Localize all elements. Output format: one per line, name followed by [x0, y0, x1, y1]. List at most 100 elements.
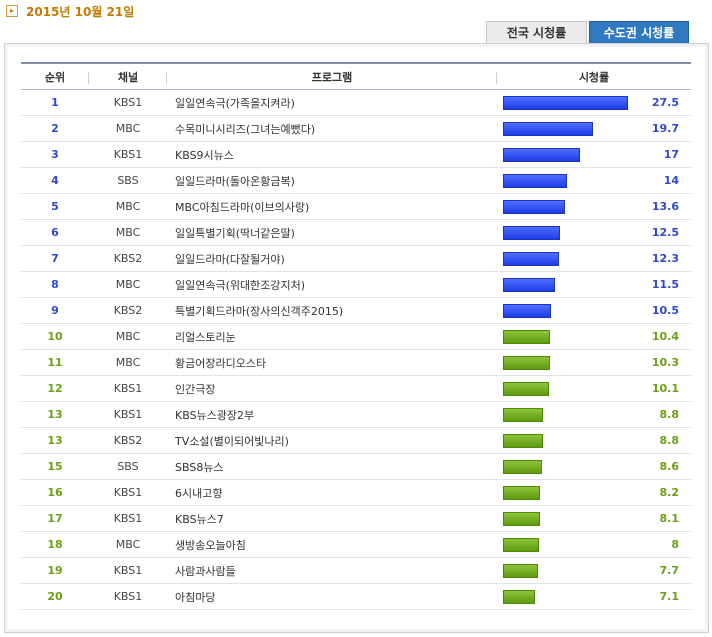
rank-cell: 9 — [51, 304, 59, 317]
table-row: 12 KBS1 인간극장 10.1 — [21, 376, 691, 402]
rank-cell: 16 — [47, 486, 63, 499]
rating-bar — [503, 408, 543, 422]
rating-value: 7.7 — [659, 564, 680, 577]
rating-bar — [503, 512, 540, 526]
rating-cell: 11.5 — [497, 272, 691, 297]
rating-cell: 8.8 — [497, 402, 691, 427]
program-cell: 일일드라마(다잘될거야) — [175, 252, 285, 266]
program-cell: 수목미니시리즈(그녀는예뻤다) — [175, 122, 316, 136]
table-row: 13 KBS2 TV소설(별이되어빛나리) 8.8 — [21, 428, 691, 454]
rating-cell: 17 — [497, 142, 691, 167]
rating-cell: 27.5 — [497, 90, 691, 115]
table-row: 15 SBS SBS8뉴스 8.6 — [21, 454, 691, 480]
rating-value: 11.5 — [651, 278, 679, 291]
rank-cell: 13 — [47, 408, 63, 421]
rating-cell: 19.7 — [497, 116, 691, 141]
rating-bar — [503, 382, 549, 396]
rank-cell: 13 — [47, 434, 63, 447]
rating-bar — [503, 200, 565, 214]
rating-value: 12.3 — [651, 252, 679, 265]
rating-value: 12.5 — [651, 226, 679, 239]
program-cell: SBS8뉴스 — [175, 460, 224, 474]
table-row: 7 KBS2 일일드라마(다잘될거야) 12.3 — [21, 246, 691, 272]
rating-bar — [503, 590, 535, 604]
channel-cell: KBS2 — [113, 304, 143, 317]
channel-cell: KBS2 — [113, 434, 143, 447]
rating-cell: 13.6 — [497, 194, 691, 219]
rating-bar — [503, 174, 567, 188]
table-row: 8 MBC 일일연속극(위대한조강지처) 11.5 — [21, 272, 691, 298]
header-channel: 채널 — [89, 64, 167, 89]
program-cell: 아침마당 — [175, 590, 216, 604]
channel-cell: KBS1 — [113, 96, 143, 109]
header-rating: 시청률 — [578, 70, 610, 84]
channel-cell: MBC — [115, 200, 141, 213]
rank-cell: 3 — [51, 148, 59, 161]
channel-cell: SBS — [117, 460, 139, 473]
rank-cell: 1 — [51, 96, 59, 109]
table-row: 2 MBC 수목미니시리즈(그녀는예뻤다) 19.7 — [21, 116, 691, 142]
program-cell: MBC아침드라마(이브의사랑) — [175, 200, 310, 214]
table-row: 5 MBC MBC아침드라마(이브의사랑) 13.6 — [21, 194, 691, 220]
rank-cell: 18 — [47, 538, 63, 551]
table-row: 19 KBS1 사람과사람들 7.7 — [21, 558, 691, 584]
rating-bar — [503, 252, 559, 266]
ratings-table: 순위 채널 프로그램 시청률 1 KBS1 일일연속극(가족을지켜라) 27.5 2 MB… — [21, 62, 691, 610]
rank-cell: 10 — [47, 330, 63, 343]
program-cell: KBS뉴스광장2부 — [175, 408, 255, 422]
program-cell: 일일연속극(위대한조강지처) — [175, 278, 306, 292]
rank-cell: 7 — [51, 252, 59, 265]
rating-cell: 7.7 — [497, 558, 691, 583]
rating-value: 8 — [671, 538, 679, 551]
rating-cell: 8.6 — [497, 454, 691, 479]
rating-cell: 8.1 — [497, 506, 691, 531]
rating-value: 10.4 — [651, 330, 679, 343]
rating-value: 8.2 — [659, 486, 680, 499]
channel-cell: MBC — [115, 356, 141, 369]
table-row: 4 SBS 일일드라마(돌아온황금복) 14 — [21, 168, 691, 194]
channel-cell: KBS1 — [113, 382, 143, 395]
rating-bar — [503, 278, 555, 292]
rank-cell: 4 — [51, 174, 59, 187]
program-cell: 황금어장라디오스타 — [175, 356, 267, 370]
rating-bar — [503, 434, 543, 448]
rating-value: 27.5 — [651, 96, 679, 109]
header-program: 프로그램 — [167, 64, 497, 89]
rating-cell: 10.4 — [497, 324, 691, 349]
rank-cell: 6 — [51, 226, 59, 239]
rating-bar — [503, 486, 540, 500]
program-cell: 사람과사람들 — [175, 564, 236, 578]
program-cell: 특별기획드라마(장사의신객주2015) — [175, 304, 344, 318]
program-cell: 일일특별기획(딱너같은딸) — [175, 226, 295, 240]
rating-value: 14 — [663, 174, 679, 187]
rating-bar — [503, 564, 538, 578]
rating-bar — [503, 226, 560, 240]
rating-bar — [503, 96, 628, 110]
rating-bar — [503, 304, 551, 318]
header-rank: 순위 — [21, 64, 89, 89]
channel-cell: KBS1 — [113, 590, 143, 603]
rating-value: 10.1 — [651, 382, 679, 395]
rating-cell: 14 — [497, 168, 691, 193]
rank-cell: 8 — [51, 278, 59, 291]
table-row: 6 MBC 일일특별기획(딱너같은딸) 12.5 — [21, 220, 691, 246]
channel-cell: SBS — [117, 174, 139, 187]
program-cell: KBS뉴스7 — [175, 512, 224, 526]
channel-cell: MBC — [115, 278, 141, 291]
rank-cell: 5 — [51, 200, 59, 213]
table-row: 10 MBC 리얼스토리눈 10.4 — [21, 324, 691, 350]
tab-capital-rating[interactable]: 수도권 시청률 — [589, 21, 689, 43]
rating-bar — [503, 460, 542, 474]
rank-cell: 12 — [47, 382, 63, 395]
table-header: 순위 채널 프로그램 시청률 — [21, 62, 691, 90]
table-row: 1 KBS1 일일연속극(가족을지켜라) 27.5 — [21, 90, 691, 116]
program-cell: 인간극장 — [175, 382, 216, 396]
table-row: 18 MBC 생방송오늘아침 8 — [21, 532, 691, 558]
rating-bar — [503, 538, 539, 552]
program-cell: KBS9시뉴스 — [175, 148, 234, 162]
tab-national-rating[interactable]: 전국 시청률 — [486, 21, 587, 43]
channel-cell: MBC — [115, 226, 141, 239]
table-body: 1 KBS1 일일연속극(가족을지켜라) 27.5 2 MBC 수목미니시리즈(그녀는예뻤다… — [21, 90, 691, 610]
program-cell: 일일연속극(가족을지켜라) — [175, 96, 295, 110]
rank-cell: 19 — [47, 564, 63, 577]
